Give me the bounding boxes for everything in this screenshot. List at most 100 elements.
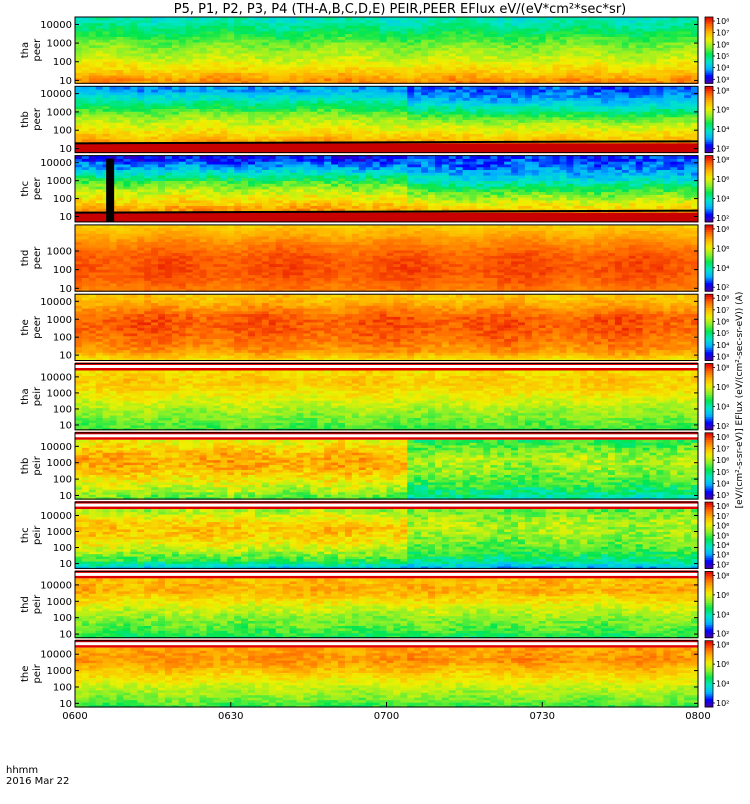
heatmap-cell: [442, 86, 450, 89]
heatmap-cell: [622, 86, 630, 89]
heatmap-cell: [290, 86, 298, 89]
heatmap-cell: [213, 86, 221, 89]
heatmap-cell: [504, 86, 512, 89]
heatmap-cell: [110, 156, 118, 159]
heatmap-cell: [366, 86, 374, 89]
heatmap-cell: [380, 86, 388, 89]
heatmap-cell: [691, 17, 699, 20]
heatmap-cell: [310, 17, 318, 20]
heatmap-cell: [158, 86, 166, 89]
heatmap-cell: [650, 17, 658, 20]
heatmap-cell: [89, 17, 97, 20]
heatmap-cell: [290, 17, 298, 20]
heatmap-cell: [670, 86, 678, 89]
heatmap-cell: [414, 17, 422, 20]
heatmap-cell: [573, 17, 581, 20]
heatmap-cell: [75, 86, 83, 89]
heatmap-cell: [283, 17, 291, 20]
heatmap-cell: [352, 86, 360, 89]
heatmap-cell: [179, 86, 187, 89]
heatmap-cell: [220, 86, 228, 89]
heatmap-cell: [234, 86, 242, 89]
colorbar-cell: [705, 17, 713, 20]
heatmap-cell: [594, 17, 602, 20]
y-tick-label: 1000: [47, 39, 72, 50]
heatmap-cell: [200, 156, 208, 159]
heatmap-cell: [165, 156, 173, 159]
heatmap-cell: [684, 86, 692, 89]
heatmap-cell: [643, 17, 651, 20]
heatmap-cell: [96, 156, 104, 159]
heatmap-cell: [442, 17, 450, 20]
heatmap-cell: [663, 86, 671, 89]
heatmap-cell: [151, 17, 159, 20]
heatmap-cell: [428, 17, 436, 20]
heatmap-cell: [213, 156, 221, 159]
heatmap-cell: [622, 17, 630, 20]
panel-thb-peer: 10000100010010thbpeer10⁸10⁶10⁴10²: [20, 86, 729, 155]
heatmap-cell: [158, 156, 166, 159]
heatmap-cell: [539, 17, 547, 20]
heatmap-cell: [255, 86, 263, 89]
colorbar-tick-label: 10⁶: [716, 40, 729, 49]
heatmap-cell: [207, 156, 215, 159]
heatmap-cell: [511, 86, 519, 89]
heatmap-cell: [165, 17, 173, 20]
heatmap-cell: [587, 17, 595, 20]
heatmap-cell: [303, 86, 311, 89]
heatmap-cell: [594, 86, 602, 89]
heatmap-cell: [89, 86, 97, 89]
heatmap-cell: [151, 156, 159, 159]
heatmap-cell: [165, 86, 173, 89]
heatmap-cell: [629, 86, 637, 89]
heatmap-cell: [483, 17, 491, 20]
y-tick-label: 10000: [40, 20, 72, 31]
heatmap-cell: [241, 17, 249, 20]
heatmap-cell: [338, 86, 346, 89]
colorbar-tha-peer: 10⁸10⁷10⁶10⁵10⁴10³: [705, 17, 729, 84]
heatmap-cell: [269, 86, 277, 89]
heatmap-cell: [110, 86, 118, 89]
heatmap-cell: [393, 17, 401, 20]
heatmap-cell: [400, 17, 408, 20]
heatmap-cell: [387, 17, 395, 20]
heatmap-cell: [317, 86, 325, 89]
heatmap-cell: [82, 156, 90, 159]
heatmap-cell: [144, 156, 152, 159]
heatmap-cell: [213, 17, 221, 20]
heatmap-cell: [580, 17, 588, 20]
heatmap-cell: [123, 86, 131, 89]
heatmap-cell: [421, 17, 429, 20]
heatmap-cell: [193, 86, 201, 89]
heatmap-cell: [553, 17, 561, 20]
heatmap-cell: [629, 17, 637, 20]
heatmap-cell: [553, 86, 561, 89]
heatmap-cell: [663, 17, 671, 20]
heatmap-cell: [276, 17, 284, 20]
heatmap-cell: [179, 156, 187, 159]
heatmap-cell: [82, 86, 90, 89]
heatmap-cell: [220, 156, 228, 159]
heatmap-cell: [186, 17, 194, 20]
panel-species-label: peer: [32, 107, 43, 131]
heatmap-cell: [490, 86, 498, 89]
heatmap-cell: [476, 86, 484, 89]
panel-probe-label: thb: [20, 111, 31, 128]
heatmap-cell: [193, 156, 201, 159]
heatmap-cell: [518, 86, 526, 89]
heatmap-cell: [463, 86, 471, 89]
chart-title: P5, P1, P2, P3, P4 (TH-A,B,C,D,E) PEIR,P…: [174, 2, 627, 17]
heatmap-cell: [200, 17, 208, 20]
heatmap-cell: [532, 17, 540, 20]
colorbar-tick-label: 10⁸: [716, 86, 729, 95]
y-tick-label: 10: [59, 76, 72, 87]
heatmap-cell: [331, 86, 339, 89]
heatmap-cell: [227, 17, 235, 20]
heatmap-cell: [186, 156, 194, 159]
heatmap-cell: [137, 17, 145, 20]
colorbar-thb-peer: 10⁸10⁶10⁴10²: [705, 86, 729, 153]
y-tick-label: 1000: [47, 107, 72, 118]
heatmap-cell: [248, 17, 256, 20]
heatmap-tha-peer: [75, 17, 699, 84]
